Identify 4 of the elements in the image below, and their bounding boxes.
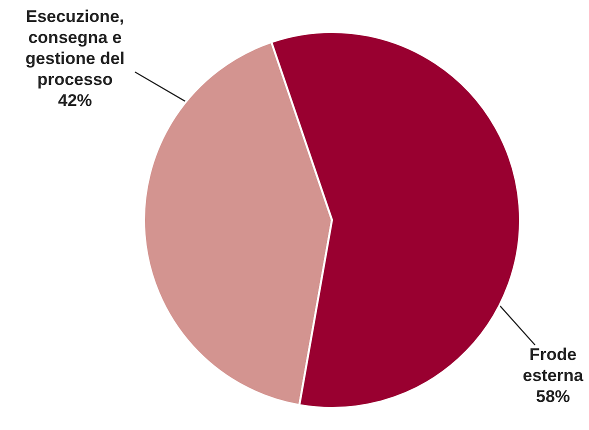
- slice-label: Frode esterna: [522, 345, 584, 385]
- data-label: 42%: [58, 91, 92, 110]
- slice-label: Esecuzione, consegna e gestione del processo: [25, 7, 125, 89]
- data-label: 58%: [536, 387, 570, 406]
